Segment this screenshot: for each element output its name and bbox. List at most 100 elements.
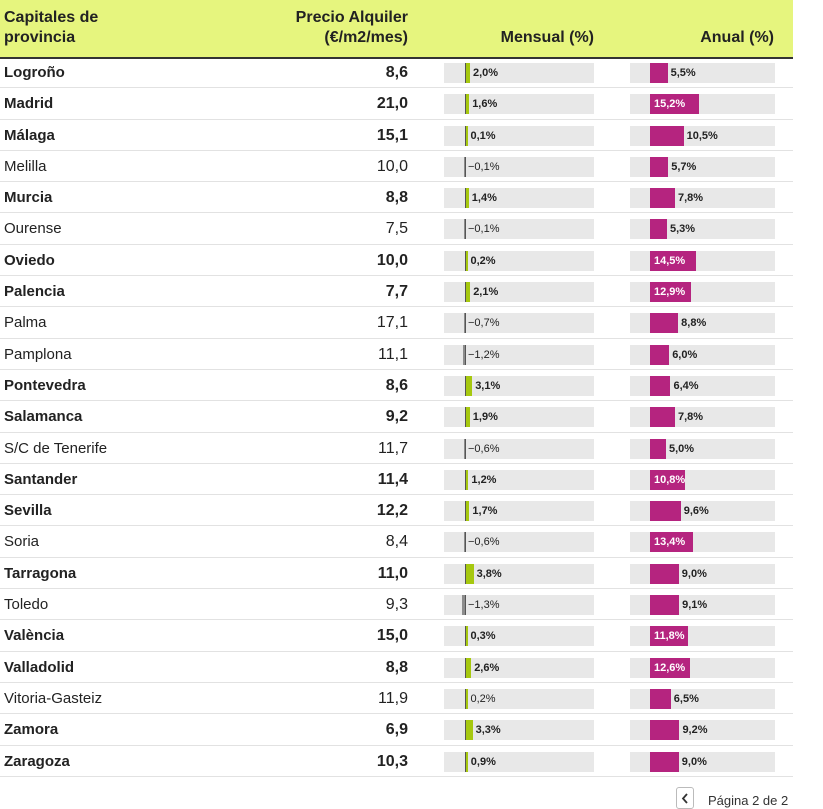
anual-bar [650, 501, 681, 522]
table-row: Valladolid 8,8 2,6% 12,6% [0, 652, 793, 683]
anual-bar-track: 12,6% [630, 657, 775, 678]
mensual-label: −0,1% [468, 223, 500, 236]
mensual-label: 1,2% [471, 473, 497, 486]
city-name: Melilla [4, 157, 47, 175]
rent-price: 9,3 [385, 596, 408, 614]
mensual-label: 0,3% [470, 630, 496, 643]
mensual-zero-axis [465, 657, 466, 678]
table-row: Santander 11,4 1,2% 10,8% [0, 464, 793, 496]
mensual-zero-axis [465, 469, 466, 490]
mensual-zero-axis [465, 156, 466, 177]
table-row: Sevilla 12,2 1,7% 9,6% [0, 495, 793, 527]
anual-bar-track: 6,0% [630, 344, 775, 365]
column-header-price[interactable]: Precio Alquiler (€/m2/mes) [295, 9, 408, 46]
anual-bar-track: 11,8% [630, 626, 775, 647]
mensual-bar-track: 1,6% [444, 94, 594, 115]
mensual-label: 0,2% [470, 254, 496, 267]
city-name: S/C de Tenerife [4, 439, 108, 457]
mensual-bar-track: 2,0% [444, 63, 594, 83]
mensual-bar [466, 94, 470, 115]
previous-page-button[interactable] [676, 787, 694, 809]
anual-label: 6,4% [673, 379, 699, 392]
mensual-bar [466, 375, 473, 396]
mensual-bar-track: −0,6% [444, 532, 594, 553]
table-row: Palencia 7,7 2,1% 12,9% [0, 276, 793, 308]
anual-bar-track: 10,5% [630, 125, 775, 146]
anual-bar-track: 7,8% [630, 188, 775, 209]
mensual-label: 2,6% [474, 661, 500, 674]
anual-bar-track: 5,7% [630, 156, 775, 177]
city-name: Toledo [4, 596, 49, 614]
city-name: Málaga [4, 126, 55, 144]
mensual-bar-track: 0,2% [444, 688, 594, 709]
mensual-zero-axis [465, 438, 466, 459]
mensual-bar [466, 501, 470, 522]
table-row: Zamora 6,9 3,3% 9,2% [0, 714, 793, 746]
mensual-zero-axis [465, 407, 466, 428]
anual-label: 8,8% [681, 317, 707, 330]
anual-label: 9,1% [682, 599, 708, 612]
column-header-city[interactable]: Capitales de provincia [4, 9, 99, 46]
anual-bar-track: 9,6% [630, 501, 775, 522]
rent-price: 15,0 [376, 627, 408, 645]
mensual-zero-axis [465, 250, 466, 271]
mensual-bar [463, 156, 465, 177]
column-header-mensual[interactable]: Mensual (%) [500, 29, 594, 46]
mensual-bar [462, 595, 465, 616]
anual-bar [650, 469, 685, 490]
anual-bar [650, 407, 675, 428]
anual-bar [650, 532, 693, 553]
anual-bar-track: 12,9% [630, 282, 775, 303]
rent-price: 11,0 [377, 564, 408, 582]
mensual-bar [466, 751, 468, 772]
mensual-bar [463, 219, 465, 240]
rent-price: 10,0 [376, 251, 408, 269]
mensual-label: 3,3% [475, 724, 501, 737]
mensual-label: 0,2% [470, 692, 496, 705]
rent-price: 10,3 [376, 752, 408, 770]
anual-bar [650, 344, 670, 365]
anual-label: 5,0% [669, 442, 695, 455]
city-name: Pamplona [4, 345, 72, 363]
mensual-bar [466, 563, 474, 584]
mensual-zero-axis [465, 720, 466, 741]
mensual-bar [466, 282, 471, 303]
anual-bar [650, 595, 680, 616]
column-header-anual[interactable]: Anual (%) [700, 29, 774, 46]
mensual-zero-axis [465, 595, 466, 616]
mensual-bar-track: 1,2% [444, 469, 594, 490]
mensual-bar [463, 438, 465, 459]
rent-price: 9,2 [385, 408, 408, 426]
city-name: Tarragona [4, 564, 77, 582]
anual-bar [650, 94, 699, 115]
mensual-zero-axis [465, 219, 466, 240]
rent-price: 11,1 [378, 345, 408, 363]
table-row: Pontevedra 8,6 3,1% 6,4% [0, 370, 793, 402]
mensual-bar-track: −1,3% [444, 595, 594, 616]
mensual-zero-axis [465, 375, 466, 396]
anual-bar-track: 10,8% [630, 469, 775, 490]
mensual-bar-track: 1,9% [444, 407, 594, 428]
anual-bar [650, 626, 688, 647]
anual-bar [650, 282, 692, 303]
mensual-label: −1,3% [468, 599, 500, 612]
chevron-left-icon [681, 793, 688, 804]
table-row: Vitoria-Gasteiz 11,9 0,2% 6,5% [0, 683, 793, 715]
table-row: Oviedo 10,0 0,2% 14,5% [0, 245, 793, 277]
table-row: Palma 17,1 −0,7% 8,8% [0, 307, 793, 339]
table-header: Capitales de provincia Precio Alquiler (… [0, 0, 793, 59]
mensual-bar [466, 626, 468, 647]
mensual-zero-axis [465, 188, 466, 209]
anual-bar-track: 7,8% [630, 407, 775, 428]
mensual-zero-axis [465, 63, 466, 83]
anual-bar-track: 9,2% [630, 720, 775, 741]
table-row: Pamplona 11,1 −1,2% 6,0% [0, 339, 793, 370]
mensual-zero-axis [465, 626, 466, 647]
anual-bar [650, 688, 671, 709]
city-name: Sevilla [4, 502, 52, 520]
mensual-label: 0,1% [470, 129, 496, 142]
mensual-label: −1,2% [468, 348, 500, 361]
mensual-bar-track: 0,3% [444, 626, 594, 647]
anual-bar [650, 188, 675, 209]
anual-label: 15,2% [654, 98, 686, 111]
